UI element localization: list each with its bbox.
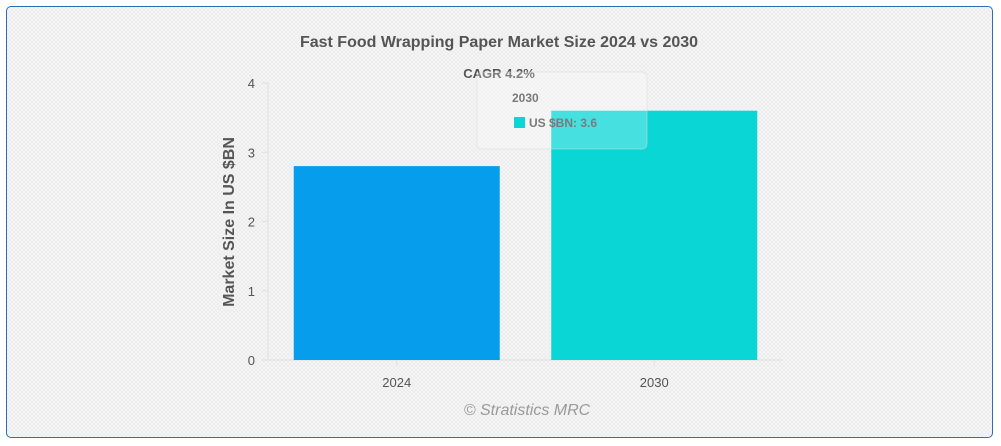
y-axis-label: Market Size In US $BN — [221, 137, 238, 307]
bar-2030[interactable] — [551, 110, 758, 360]
bar-2024[interactable] — [293, 166, 500, 360]
y-tick-label: 0 — [248, 353, 255, 368]
tooltip: 2030 US $BN: 3.6 — [476, 71, 648, 150]
y-tick-label: 1 — [248, 284, 255, 299]
chart-title: Fast Food Wrapping Paper Market Size 202… — [300, 34, 698, 51]
y-tick-label: 2 — [248, 215, 255, 230]
source-credit: © Stratistics MRC — [464, 402, 591, 419]
tooltip-box — [476, 71, 648, 150]
y-tick-label: 3 — [248, 145, 255, 160]
x-tick-label: 2030 — [640, 375, 669, 390]
tooltip-title: 2030 — [512, 91, 539, 105]
y-tick-label: 4 — [248, 76, 255, 91]
cagr-annotation: CAGR 4.2% — [463, 66, 535, 81]
x-tick-label: 2024 — [382, 375, 411, 390]
tooltip-swatch — [514, 117, 525, 128]
tooltip-label: US $BN: 3.6 — [529, 116, 597, 130]
